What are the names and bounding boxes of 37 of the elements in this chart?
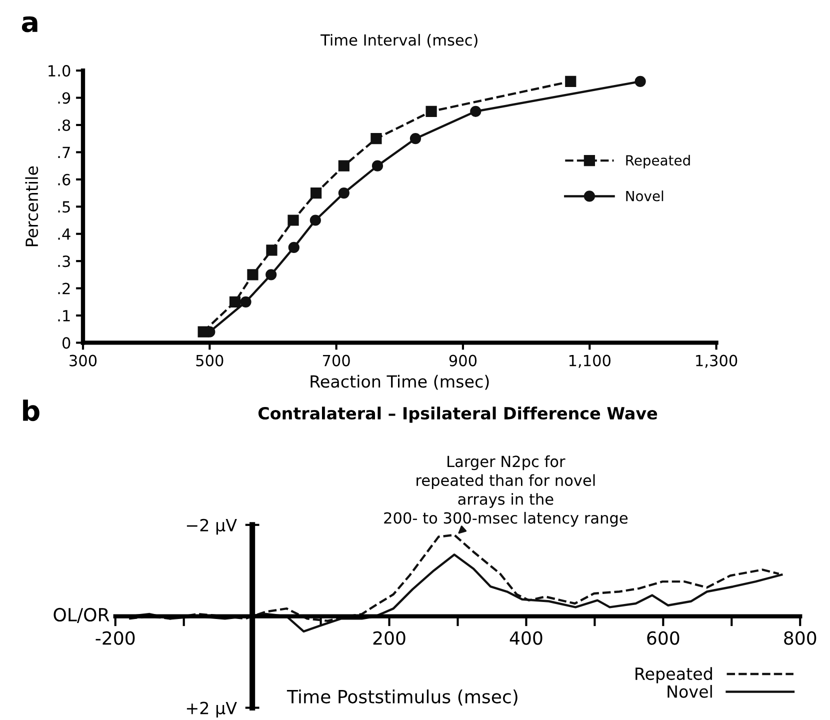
- chart-title: Contralateral – Ipsilateral Difference Wave: [258, 406, 658, 423]
- y-tick-label: .9: [58, 92, 70, 104]
- y-tick-label: .8: [58, 119, 70, 132]
- x-tick-label: 700: [322, 354, 350, 366]
- y-axis-title: Percentile: [25, 166, 38, 246]
- y-tick-label: .7: [58, 146, 70, 158]
- x-tick-label: 900: [449, 354, 477, 366]
- x-tick-label: -200: [96, 631, 135, 645]
- y-tick-label: +2 μV: [186, 702, 237, 718]
- x-tick-label: 400: [510, 631, 542, 645]
- y-tick-label: .4: [58, 228, 70, 240]
- y-tick-label: .2: [58, 282, 70, 294]
- chart-title: Time Interval (msec): [320, 34, 478, 48]
- legend-label: Novel: [626, 190, 664, 202]
- text: b: [23, 400, 40, 422]
- x-tick-label: 600: [647, 631, 680, 645]
- y-tick-label: .1: [58, 310, 70, 322]
- legend-label: Repeated: [626, 154, 690, 168]
- y-tick-label: −2 μV: [186, 518, 237, 535]
- x-tick-label: 1,300: [696, 354, 738, 368]
- annotation: Larger N2pc for repeated than for novel arrays in the 200- to 300-msec latency range: [384, 455, 628, 527]
- x-tick-label: 200: [373, 631, 406, 645]
- y-tick-label: 0: [62, 337, 70, 349]
- x-tick-label: 300: [70, 354, 97, 366]
- y-tick-label: 1.0: [48, 65, 70, 77]
- x-tick-label: 500: [196, 354, 224, 366]
- y-tick-label: .6: [58, 174, 70, 186]
- x-axis-title: Reaction Time (msec): [310, 374, 489, 390]
- text: OL/OR: [54, 608, 110, 623]
- y-tick-label: .5: [58, 201, 70, 213]
- x-tick-label: 1,100: [569, 354, 610, 368]
- x-tick-label: 800: [784, 631, 816, 645]
- legend-label: Novel: [668, 684, 712, 698]
- text: a: [22, 16, 38, 32]
- y-tick-label: .3: [58, 256, 70, 268]
- x-axis-title: Time Poststimulus (msec): [286, 689, 518, 706]
- legend-label: Repeated: [636, 667, 712, 684]
